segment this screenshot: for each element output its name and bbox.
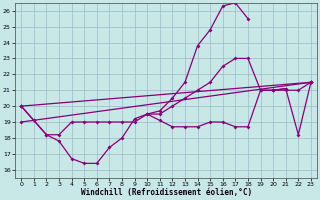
X-axis label: Windchill (Refroidissement éolien,°C): Windchill (Refroidissement éolien,°C)	[81, 188, 252, 197]
